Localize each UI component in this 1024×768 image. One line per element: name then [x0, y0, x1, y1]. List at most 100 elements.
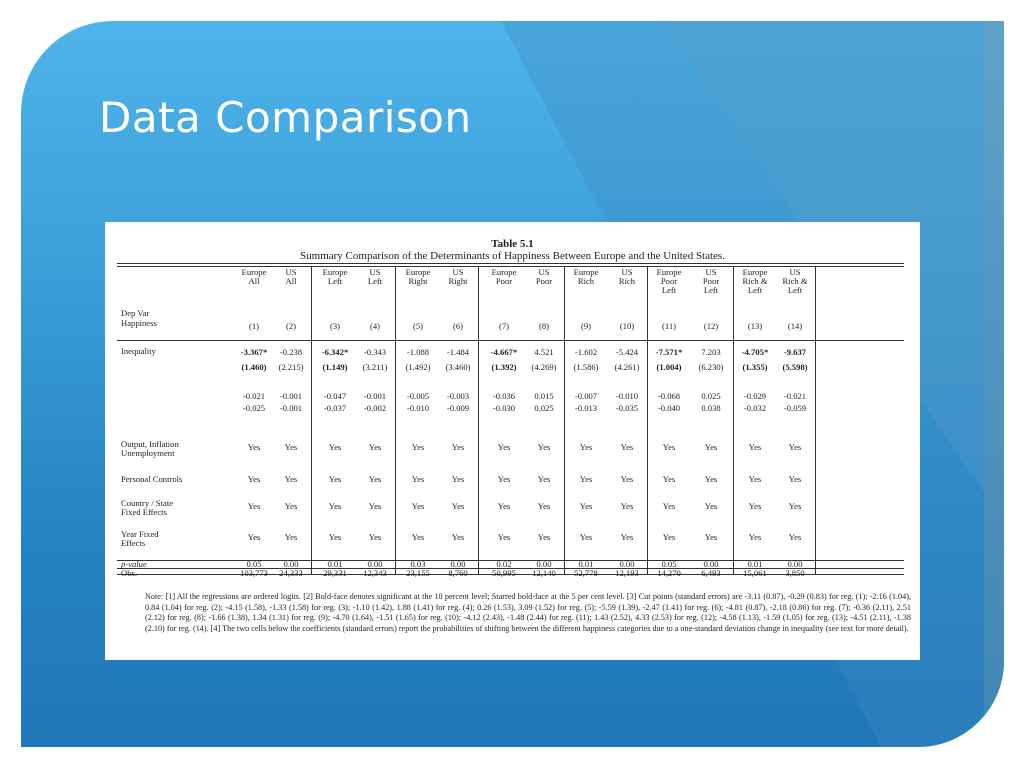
inequality-se: (1.355)	[742, 362, 768, 372]
pvalue: 0.00	[450, 559, 466, 569]
control-value: Yes	[788, 532, 802, 542]
control-value: Yes	[662, 501, 676, 511]
control-value: Yes	[537, 442, 551, 452]
control-value: Yes	[284, 501, 298, 511]
control-value: Yes	[748, 442, 762, 452]
control-value: Yes	[247, 474, 261, 484]
prob-shift-2: -0.025	[242, 403, 266, 413]
control-value: Yes	[411, 474, 425, 484]
column-header: Europe Rich	[573, 267, 599, 286]
table-column-divider	[815, 266, 816, 574]
column-number: (9)	[580, 321, 592, 331]
control-value: Yes	[497, 532, 511, 542]
inequality-coef: 7.203	[701, 347, 721, 357]
row-label-pvalue: p-value	[121, 559, 147, 569]
control-value: Yes	[579, 532, 593, 542]
control-value: Yes	[704, 532, 718, 542]
control-value: Yes	[247, 442, 261, 452]
inequality-coef: -3.367*	[240, 347, 268, 357]
control-value: Yes	[411, 532, 425, 542]
slide-right-edge	[984, 21, 1004, 747]
prob-shift-1: -0.047	[323, 391, 347, 401]
control-value: Yes	[704, 474, 718, 484]
obs: 12,140	[532, 568, 556, 578]
obs: 103,773	[240, 568, 268, 578]
control-value: Yes	[537, 474, 551, 484]
inequality-se: (3.211)	[362, 362, 388, 372]
control-value: Yes	[620, 474, 634, 484]
control-value: Yes	[368, 532, 382, 542]
inequality-coef: -5.424	[615, 347, 639, 357]
prob-shift-2: 0.038	[701, 403, 721, 413]
control-value: Yes	[451, 474, 465, 484]
control-value: Yes	[579, 442, 593, 452]
prob-shift-1: -0.010	[615, 391, 639, 401]
control-value: Yes	[620, 442, 634, 452]
prob-shift-1: -0.001	[279, 391, 303, 401]
control-value: Yes	[411, 501, 425, 511]
table-column-divider	[647, 266, 648, 574]
table-rule	[117, 574, 904, 575]
column-header: Europe Poor	[491, 267, 517, 286]
prob-shift-1: -0.021	[783, 391, 807, 401]
obs: 29,331	[323, 568, 347, 578]
row-label-obs: Obs.	[121, 568, 137, 578]
column-header: US Rich & Left	[782, 267, 808, 295]
control-value: Yes	[748, 474, 762, 484]
column-number: (5)	[412, 321, 424, 331]
inequality-coef: -0.343	[363, 347, 387, 357]
inequality-se: (1.586)	[573, 362, 599, 372]
pvalue: 0.03	[410, 559, 426, 569]
prob-shift-2: -0.010	[406, 403, 430, 413]
control-value: Yes	[497, 474, 511, 484]
table-rule	[117, 340, 904, 341]
control-value: Yes	[328, 442, 342, 452]
inequality-se: (3.460)	[445, 362, 471, 372]
table-image: Table 5.1 Summary Comparison of the Dete…	[105, 222, 920, 660]
prob-shift-2: -0.032	[743, 403, 767, 413]
control-value: Yes	[620, 532, 634, 542]
control-value: Yes	[247, 532, 261, 542]
control-value: Yes	[748, 532, 762, 542]
table-column-divider	[478, 266, 479, 574]
prob-shift-1: -0.029	[743, 391, 767, 401]
column-header: US All	[285, 267, 297, 286]
column-header: Europe All	[241, 267, 267, 286]
control-value: Yes	[620, 501, 634, 511]
control-value: Yes	[579, 474, 593, 484]
prob-shift-2: -0.059	[783, 403, 807, 413]
pvalue: 0.01	[578, 559, 594, 569]
obs: 14,270	[657, 568, 681, 578]
inequality-coef: -4.705*	[741, 347, 769, 357]
table-note: Note: [1] All the regressions are ordere…	[145, 592, 911, 633]
inequality-coef: -1.484	[446, 347, 470, 357]
prob-shift-2: -0.013	[574, 403, 598, 413]
prob-shift-1: -0.003	[446, 391, 470, 401]
control-value: Yes	[451, 532, 465, 542]
obs: 50,995	[492, 568, 516, 578]
control-value: Yes	[368, 442, 382, 452]
pvalue: 0.00	[367, 559, 383, 569]
column-header: US Poor Left	[702, 267, 720, 295]
column-header: Europe Poor Left	[656, 267, 682, 295]
column-number: (1)	[248, 321, 260, 331]
table-column-divider	[395, 266, 396, 574]
prob-shift-1: -0.021	[242, 391, 266, 401]
obs: 23,155	[406, 568, 430, 578]
control-value: Yes	[662, 532, 676, 542]
slide-background: Data Comparison Table 5.1 Summary Compar…	[21, 21, 1004, 747]
column-number: (2)	[285, 321, 297, 331]
row-label-control: Country / State Fixed Effects	[121, 498, 174, 517]
inequality-coef: -9.637	[783, 347, 807, 357]
pvalue: 0.05	[661, 559, 677, 569]
pvalue: 0.00	[619, 559, 635, 569]
prob-shift-2: -0.030	[492, 403, 516, 413]
obs: 24,333	[279, 568, 303, 578]
slide-title: Data Comparison	[99, 93, 472, 142]
inequality-coef: -6.342*	[321, 347, 349, 357]
inequality-coef: -0.238	[279, 347, 303, 357]
obs: 15,061	[743, 568, 767, 578]
column-header: Europe Right	[405, 267, 431, 286]
pvalue: 0.01	[327, 559, 343, 569]
column-header: US Left	[367, 267, 383, 286]
